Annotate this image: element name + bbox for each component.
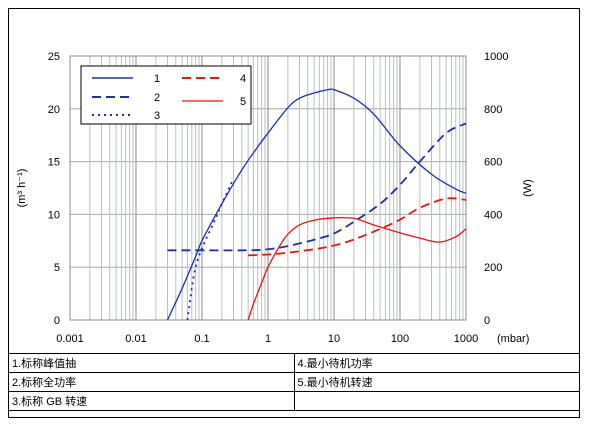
table-cell: 4.最小待机功率 (293, 353, 580, 373)
x-tick-label: 0.1 (194, 333, 209, 345)
x-tick-label: 1000 (454, 333, 478, 345)
legend-label-4: 4 (240, 73, 246, 85)
legend-label-1: 1 (154, 73, 160, 85)
series-line-3 (186, 178, 235, 321)
figure-frame (8, 8, 580, 418)
x-tick-label: 0.01 (125, 333, 146, 345)
table-cell: 5.最小待机转速 (293, 372, 580, 392)
series-line-2 (167, 122, 467, 252)
y-tick-label-left: 15 (48, 157, 60, 169)
table-cell: 2.标称全功率 (8, 372, 295, 392)
legend: 1 2 3 4 5 (80, 65, 252, 125)
y-tick-label-right: 0 (484, 315, 490, 327)
y-tick-label-right: 600 (484, 157, 502, 169)
x-tick-label: 100 (391, 333, 409, 345)
x-tick-label: 10 (328, 333, 340, 345)
x-axis-label: (mbar) (497, 333, 529, 345)
legend-label-5: 5 (240, 96, 246, 108)
series-line-1 (166, 88, 467, 321)
table-row: 2.标称全功率 5.最小待机转速 (8, 372, 580, 392)
x-tick-label: 0.001 (56, 333, 84, 345)
y-tick-label-right: 1000 (484, 51, 508, 63)
y-axis-right-label: (W) (522, 179, 534, 197)
y-tick-label-right: 200 (484, 262, 502, 274)
table-cell (293, 391, 580, 411)
series-line-4 (248, 197, 467, 257)
y-tick-label-left: 20 (48, 104, 60, 116)
tick-labels: 0.001 0.01 0.1 1 10 100 1000051015202502004006… (48, 51, 509, 345)
series-line-5 (247, 216, 467, 321)
plot-area-border (69, 55, 467, 321)
y-tick-label-left: 5 (54, 262, 60, 274)
caption-table: 1.标称峰值抽 4.最小待机功率 2.标称全功率 5.最小待机转速 3.标称 G… (8, 353, 580, 411)
legend-label-3: 3 (154, 110, 160, 122)
y-axis-left-label: (m³ h⁻¹) (16, 169, 28, 208)
legend-label-2: 2 (154, 92, 160, 104)
y-tick-label-left: 25 (48, 51, 60, 63)
y-tick-label-right: 400 (484, 209, 502, 221)
y-tick-label-right: 800 (484, 104, 502, 116)
x-tick-label: 1 (265, 333, 271, 345)
series-layer (166, 88, 467, 321)
legend-box (80, 65, 252, 125)
table-row: 3.标称 GB 转速 (8, 391, 580, 411)
y-tick-label-left: 10 (48, 209, 60, 221)
table-cell: 3.标称 GB 转速 (8, 391, 295, 411)
chart: 0.001 0.01 0.1 1 10 100 1000051015202502004006… (16, 51, 534, 345)
table-cell: 1.标称峰值抽 (8, 353, 295, 373)
y-tick-label-left: 0 (54, 315, 60, 327)
table-row: 1.标称峰值抽 4.最小待机功率 (8, 353, 580, 373)
